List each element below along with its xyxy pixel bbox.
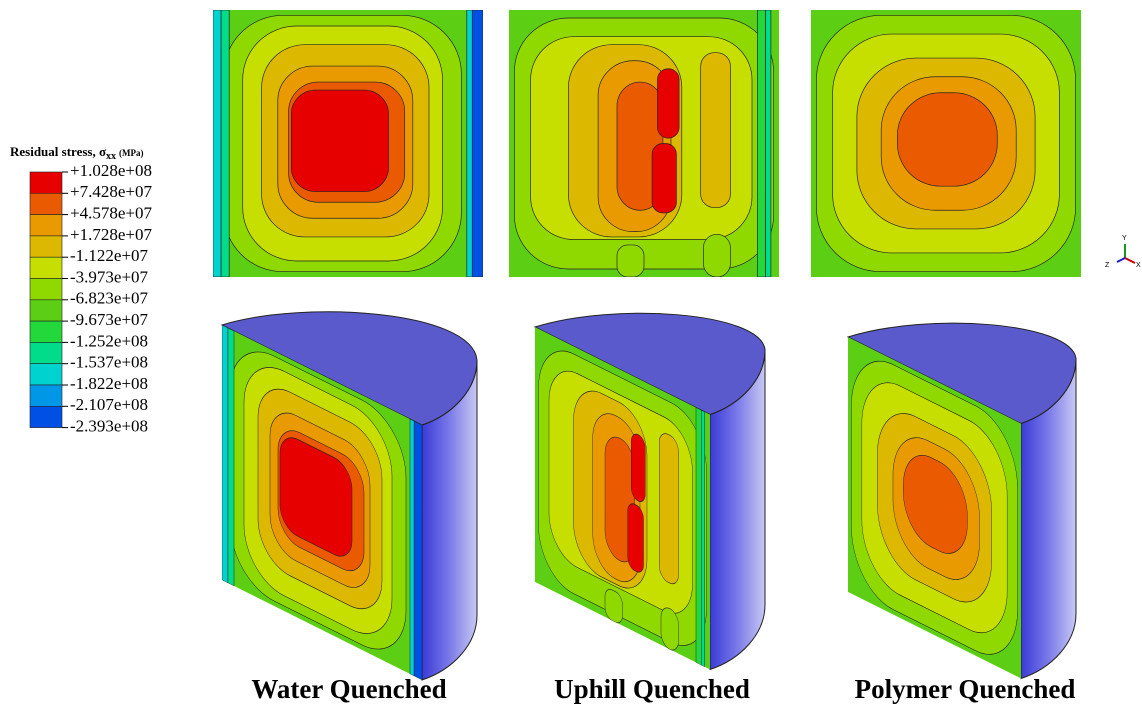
panels: Water Quenched Uphill Quenched Polymer Que…: [213, 10, 1081, 704]
legend-title-text: Residual stress, σ: [10, 144, 106, 159]
flat-section: [213, 10, 483, 277]
contour-band: [410, 419, 414, 676]
contour-band: [658, 69, 680, 138]
contour-band: [659, 430, 678, 588]
contour-plot: [509, 10, 779, 277]
contour-band: [414, 421, 422, 680]
contour-band: [757, 10, 765, 277]
contour-band: [696, 408, 701, 666]
contour-band: [617, 245, 644, 277]
contour-band: [701, 410, 705, 667]
legend-label: -1.122e+07: [70, 246, 149, 265]
contour-band: [703, 234, 730, 277]
contour-band: [291, 90, 388, 191]
contour-plot: [213, 10, 483, 277]
legend-swatch: [30, 364, 62, 385]
triad-x: X: [1136, 262, 1141, 269]
panel-caption: Water Quenched: [251, 674, 446, 704]
legend-swatch: [30, 300, 62, 321]
legend-label: -2.107e+08: [70, 395, 148, 414]
legend: +1.028e+08 +7.428e+07 +4.578e+07 +1.728e+07…: [30, 161, 152, 436]
legend-label: -9.673e+07: [70, 310, 149, 329]
contour-band: [652, 144, 676, 213]
legend-label: -1.252e+08: [70, 331, 148, 350]
legend-swatch: [30, 257, 62, 278]
contour-band: [766, 10, 771, 277]
legend-swatch: [30, 321, 62, 342]
legend-swatch: [30, 236, 62, 257]
legend-swatch: [30, 385, 62, 406]
flat-section: [509, 10, 779, 277]
legend-unit: (MPa): [119, 148, 144, 158]
contour-band: [467, 10, 472, 277]
legend-label: -3.973e+07: [70, 267, 149, 286]
contour-band: [222, 325, 228, 583]
contour-plot: [811, 10, 1081, 277]
panel-caption: Polymer Quenched: [855, 674, 1076, 704]
axis-triad: Y Z X: [1105, 235, 1141, 269]
triad-y: Y: [1122, 235, 1127, 242]
contour-band: [631, 431, 645, 504]
legend-swatch: [30, 406, 62, 427]
legend-label: -1.822e+08: [70, 374, 148, 393]
contour-band: [213, 10, 221, 277]
contour-band: [472, 10, 483, 277]
legend-label: -2.393e+08: [70, 417, 148, 436]
legend-label: +4.578e+07: [70, 204, 152, 223]
legend-label: +1.728e+07: [70, 225, 152, 244]
legend-label: -1.537e+08: [70, 353, 148, 372]
legend-label: +1.028e+08: [70, 161, 152, 180]
figure: Residual stress, σxx(MPa) +1.028e+08 +7.4…: [0, 0, 1142, 708]
legend-swatch: [30, 193, 62, 214]
legend-swatch: [30, 215, 62, 236]
legend-title: Residual stress, σxx(MPa): [10, 144, 144, 162]
legend-label: -6.823e+07: [70, 289, 149, 308]
contour-band: [701, 53, 731, 208]
contour-band: [228, 328, 234, 586]
legend-label: +7.428e+07: [70, 182, 152, 201]
panel-caption: Uphill Quenched: [554, 674, 750, 704]
triad-z: Z: [1105, 262, 1110, 269]
contour-band: [628, 501, 644, 575]
flat-section: [811, 10, 1081, 277]
contour-band: [221, 10, 229, 277]
legend-swatch: [30, 279, 62, 300]
legend-swatch: [30, 342, 62, 363]
contour-band: [897, 93, 997, 186]
legend-swatch: [30, 172, 62, 193]
